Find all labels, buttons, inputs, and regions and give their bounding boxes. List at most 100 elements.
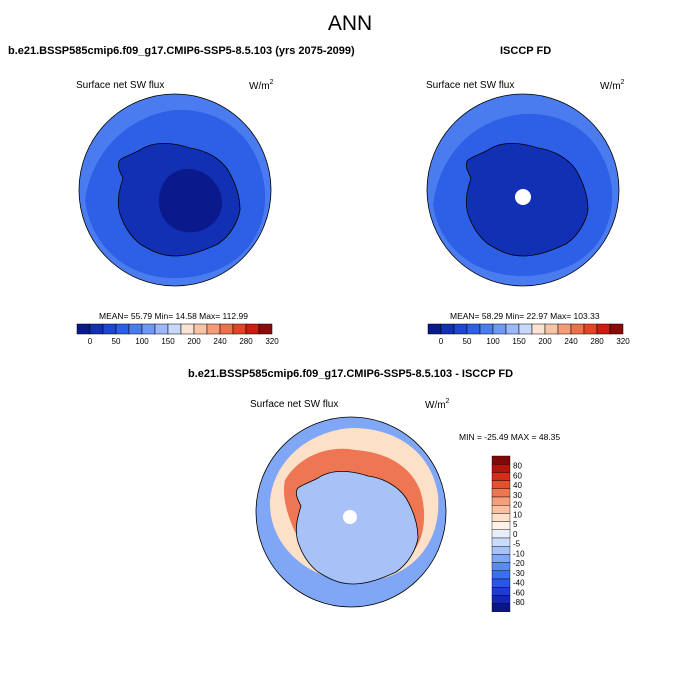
obs-colorbar-box [531, 323, 546, 335]
diff-colorbar-tick: -30 [513, 569, 525, 578]
test-colorbar-box [102, 323, 117, 335]
diff-colorbar-box [491, 562, 511, 571]
test-colorbar-tick: 50 [112, 337, 121, 346]
obs-colorbar-box [440, 323, 455, 335]
obs-colorbar-box [583, 323, 598, 335]
test-colorbar-box [245, 323, 260, 335]
obs-colorbar-tick: 280 [590, 337, 604, 346]
diff-colorbar-tick: 0 [513, 530, 518, 539]
obs-colorbar-tick: 320 [616, 337, 630, 346]
diff-colorbar-tick: -40 [513, 579, 525, 588]
diff-colorbar-tick: -5 [513, 540, 521, 549]
obs-missing-data [515, 189, 531, 205]
diff-stats: MIN = -25.49 MAX = 48.35 [459, 432, 561, 442]
obs-colorbar-box [427, 323, 442, 335]
obs-stats: MEAN= 58.29 Min= 22.97 Max= 103.33 [450, 311, 600, 321]
obs-colorbar-box [544, 323, 559, 335]
obs-colorbar: 0 50 100 150 200 240 280 320 [427, 323, 630, 346]
test-colorbar-tick: 200 [187, 337, 201, 346]
diff-colorbar-tick: 5 [513, 520, 518, 529]
test-plateau [158, 169, 223, 233]
diff-colorbar-box [491, 587, 511, 596]
obs-colorbar-tick: 0 [439, 337, 444, 346]
obs-colorbar-box [570, 323, 585, 335]
test-colorbar: 0 50 100 150 200 240 280 320 [76, 323, 279, 346]
diff-panel-title: b.e21.BSSP585cmip6.f09_g17.CMIP6-SSP5-8.… [188, 368, 514, 380]
test-colorbar-box [219, 323, 234, 335]
obs-colorbar-box [505, 323, 520, 335]
diff-colorbar-box [491, 570, 511, 580]
obs-map-border [426, 93, 620, 287]
test-colorbar-tick: 100 [135, 337, 149, 346]
test-colorbar-tick: 280 [239, 337, 253, 346]
diff-colorbar-box [491, 480, 511, 490]
diff-colorbar-box [491, 537, 511, 547]
diff-colorbar-tick: -10 [513, 549, 525, 558]
test-colorbar-tick: 0 [88, 337, 93, 346]
obs-colorbar-box [453, 323, 468, 335]
test-colorbar-box [232, 323, 247, 335]
diff-colorbar-tick: 80 [513, 462, 522, 471]
test-colorbar-tick: 320 [265, 337, 279, 346]
diff-colorbar-box [491, 505, 511, 514]
diff-colorbar-box [491, 546, 511, 555]
diff-colorbar-tick: 60 [513, 471, 522, 480]
diff-variable-label: Surface net SW flux [250, 399, 339, 410]
obs-map [427, 94, 619, 286]
test-units-label: W/m2 [249, 79, 274, 92]
diff-colorbar-box [491, 472, 511, 481]
test-colorbar-box [115, 323, 130, 335]
test-colorbar-box [167, 323, 182, 335]
obs-colorbar-box [557, 323, 572, 335]
test-variable-label: Surface net SW flux [76, 80, 165, 91]
obs-colorbar-box [492, 323, 507, 335]
diff-colorbar-box [491, 455, 511, 465]
season-title: ANN [327, 12, 373, 35]
obs-units-label: W/m2 [600, 79, 625, 92]
diff-colorbar-box [491, 595, 511, 604]
diff-colorbar-box [491, 521, 511, 530]
test-stats: MEAN= 55.79 Min= 14.58 Max= 112.99 [99, 311, 248, 321]
diff-colorbar-box [491, 554, 511, 563]
obs-colorbar-tick: 100 [486, 337, 500, 346]
diff-colorbar-box [491, 488, 511, 498]
obs-colorbar-box [518, 323, 533, 335]
diff-colorbar-tick: 20 [513, 501, 522, 510]
diff-map [256, 417, 446, 607]
test-colorbar-box [258, 323, 273, 335]
diff-colorbar-tick: 30 [513, 491, 522, 500]
obs-colorbar-tick: 200 [538, 337, 552, 346]
diff-colorbar-tick: 40 [513, 481, 522, 490]
test-colorbar-box [89, 323, 104, 335]
diff-colorbar-box [491, 464, 511, 473]
test-colorbar-box [206, 323, 221, 335]
diff-colorbar-box [491, 578, 511, 588]
test-map [79, 94, 271, 286]
test-colorbar-box [193, 323, 208, 335]
test-map-border [78, 93, 272, 287]
test-colorbar-box [154, 323, 169, 335]
test-colorbar-box [180, 323, 195, 335]
diff-colorbar-box [491, 529, 511, 539]
obs-colorbar-tick: 150 [512, 337, 526, 346]
diff-antarctica [295, 470, 419, 585]
diff-colorbar-box [491, 603, 511, 612]
diff-colorbar-box [491, 513, 511, 522]
test-colorbar-box [141, 323, 156, 335]
test-colorbar-box [128, 323, 143, 335]
test-colorbar-box [76, 323, 91, 335]
diff-colorbar-tick: 10 [513, 510, 522, 519]
obs-colorbar-box [466, 323, 481, 335]
diff-colorbar-tick: -80 [513, 598, 525, 607]
diff-colorbar-box [491, 496, 511, 506]
obs-colorbar-box [479, 323, 494, 335]
obs-colorbar-tick: 240 [564, 337, 578, 346]
diff-colorbar-tick: -20 [513, 559, 525, 568]
diff-map-border [255, 416, 447, 608]
test-colorbar-tick: 240 [213, 337, 227, 346]
diff-units-label: W/m2 [425, 398, 450, 411]
test-colorbar-tick: 150 [161, 337, 175, 346]
diff-colorbar-tick: -60 [513, 588, 525, 597]
obs-colorbar-box [609, 323, 624, 335]
